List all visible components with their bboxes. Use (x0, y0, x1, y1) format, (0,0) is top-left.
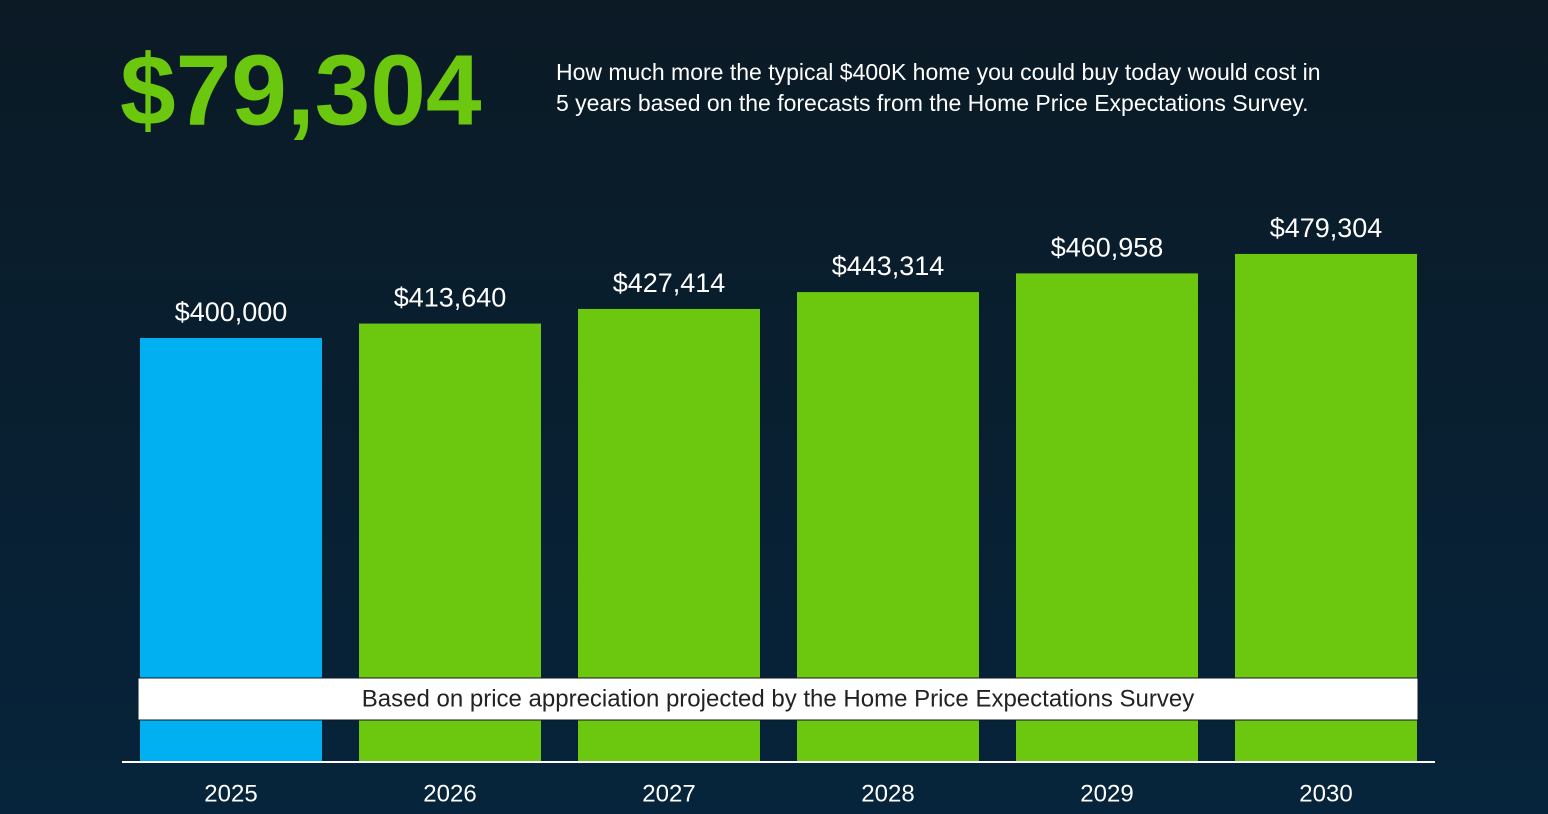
x-tick-label: 2027 (642, 780, 695, 807)
value-label: $443,314 (832, 251, 945, 281)
value-label: $479,304 (1270, 213, 1383, 243)
description-line: 5 years based on the forecasts from the … (556, 90, 1309, 116)
x-tick-label: 2025 (204, 780, 257, 807)
x-tick-label: 2029 (1080, 780, 1133, 807)
annotation: Based on price appreciation projected by… (362, 685, 1194, 712)
value-label: $460,958 (1051, 233, 1164, 263)
x-tick-label: 2026 (423, 780, 476, 807)
value-label: $427,414 (613, 268, 726, 298)
bar (1235, 253, 1417, 763)
description-line: How much more the typical $400K home you… (556, 59, 1321, 85)
x-tick-label: 2028 (861, 780, 914, 807)
value-label: $413,640 (394, 283, 507, 313)
annotation-box (137, 677, 1419, 721)
x-tick-label: 2030 (1299, 780, 1352, 807)
value-label: $400,000 (175, 297, 288, 327)
headline: $79,304 (120, 34, 482, 146)
